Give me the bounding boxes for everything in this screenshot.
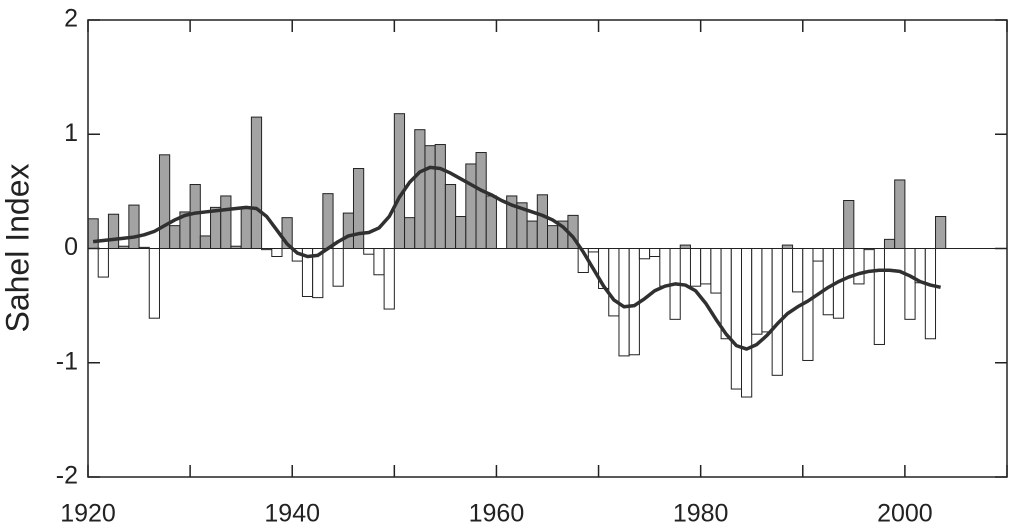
bar	[148, 248, 160, 319]
bar	[465, 163, 477, 249]
bar	[373, 248, 385, 276]
bar	[281, 217, 293, 249]
bar	[455, 216, 467, 249]
bar	[843, 200, 855, 249]
bar	[424, 145, 436, 249]
bar	[761, 248, 773, 333]
bar	[822, 248, 834, 316]
bar	[393, 113, 406, 249]
bar	[771, 248, 783, 376]
bar	[383, 248, 395, 310]
bar	[873, 248, 885, 345]
bar	[485, 195, 497, 250]
plot-area	[87, 113, 1007, 398]
bar	[97, 248, 109, 278]
bar	[935, 216, 947, 249]
bar	[659, 248, 671, 287]
y-tick-label: -1	[56, 347, 78, 375]
bar	[220, 195, 232, 250]
smoothed-line	[92, 165, 942, 351]
bar	[741, 248, 753, 398]
bar	[883, 238, 896, 250]
x-tick-label: 1960	[469, 500, 525, 528]
bar	[158, 154, 171, 249]
bar	[710, 248, 722, 294]
bar	[434, 144, 446, 249]
bar	[250, 116, 263, 249]
bar	[332, 248, 344, 287]
bar	[414, 129, 426, 249]
x-tick-label: 1940	[264, 500, 320, 528]
bar	[199, 235, 212, 249]
bar	[210, 206, 222, 249]
bar	[679, 244, 691, 249]
bar	[240, 208, 252, 249]
bar	[547, 225, 559, 249]
bar	[128, 204, 140, 250]
y-tick-label: 2	[64, 5, 78, 33]
y-tick-label: 1	[64, 119, 78, 147]
y-tick-label: 0	[64, 233, 78, 261]
bar	[271, 248, 283, 257]
bar	[352, 168, 365, 249]
bar	[618, 248, 630, 357]
bar	[138, 246, 150, 249]
bar	[853, 248, 865, 285]
bar	[751, 248, 763, 335]
y-tick-label: -2	[56, 462, 78, 490]
bar	[475, 152, 487, 249]
bar	[608, 248, 620, 317]
bar	[107, 213, 120, 250]
bar	[730, 248, 743, 390]
bar	[189, 184, 201, 250]
bar	[87, 218, 99, 249]
bar	[863, 248, 875, 251]
bar	[689, 248, 702, 287]
y-axis-label: Sahel Index	[0, 163, 35, 332]
bar	[169, 225, 181, 249]
bar	[587, 248, 600, 253]
bar	[894, 179, 906, 249]
bar	[261, 248, 273, 251]
bar	[444, 184, 457, 250]
bar	[536, 194, 548, 250]
x-tick-label: 2000	[877, 500, 933, 528]
bar	[700, 248, 712, 285]
bar	[812, 248, 824, 262]
bar	[649, 248, 661, 257]
bar	[781, 244, 794, 249]
x-tick-label: 1980	[673, 500, 729, 528]
bar	[720, 248, 732, 340]
x-tick-label: 1920	[60, 500, 116, 528]
bar	[322, 193, 334, 250]
bar	[792, 248, 804, 293]
bar	[312, 248, 324, 299]
bar	[904, 248, 916, 320]
bar	[363, 248, 375, 255]
bar	[118, 245, 130, 249]
bar	[638, 248, 651, 260]
bar	[230, 245, 242, 249]
bar	[404, 217, 416, 249]
bar	[342, 212, 354, 250]
bar	[924, 248, 937, 340]
bar	[526, 220, 538, 250]
